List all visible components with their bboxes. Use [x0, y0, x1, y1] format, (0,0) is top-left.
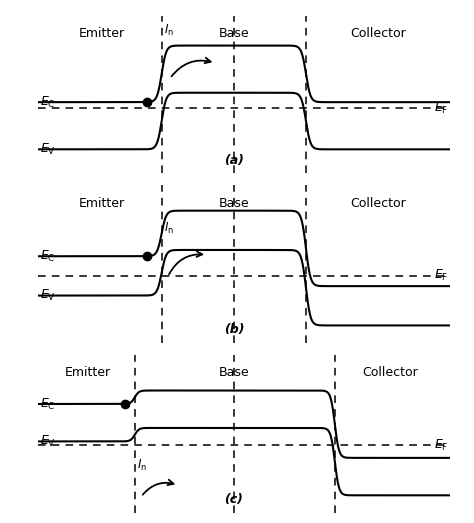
Text: $E_\mathrm{F}$: $E_\mathrm{F}$	[434, 101, 448, 116]
Text: (c): (c)	[224, 493, 243, 506]
Text: $E_\mathrm{C}$: $E_\mathrm{C}$	[40, 396, 55, 412]
Text: Collector: Collector	[350, 197, 406, 210]
Text: $I_\mathrm{n}$: $I_\mathrm{n}$	[137, 458, 147, 473]
Text: $E_\mathrm{F}$: $E_\mathrm{F}$	[434, 268, 448, 283]
Text: Base: Base	[219, 27, 249, 40]
Text: Collector: Collector	[363, 366, 419, 379]
Text: Emitter: Emitter	[64, 366, 110, 379]
Text: $E_\mathrm{V}$: $E_\mathrm{V}$	[40, 288, 56, 303]
Text: Emitter: Emitter	[79, 197, 125, 210]
Text: $E_\mathrm{F}$: $E_\mathrm{F}$	[434, 438, 448, 453]
Text: (b): (b)	[224, 323, 244, 336]
Text: $I_\mathrm{n}$: $I_\mathrm{n}$	[164, 22, 173, 38]
Text: Collector: Collector	[350, 27, 406, 40]
Text: $E_\mathrm{V}$: $E_\mathrm{V}$	[40, 142, 56, 157]
Text: $E_\mathrm{C}$: $E_\mathrm{C}$	[40, 95, 55, 110]
Text: (a): (a)	[224, 154, 244, 167]
Text: Base: Base	[219, 197, 249, 210]
Text: $E_\mathrm{C}$: $E_\mathrm{C}$	[40, 249, 55, 264]
Text: Base: Base	[219, 366, 249, 379]
Text: $I_\mathrm{n}$: $I_\mathrm{n}$	[164, 221, 173, 236]
Text: Emitter: Emitter	[79, 27, 125, 40]
Text: $E_\mathrm{V}$: $E_\mathrm{V}$	[40, 434, 56, 449]
